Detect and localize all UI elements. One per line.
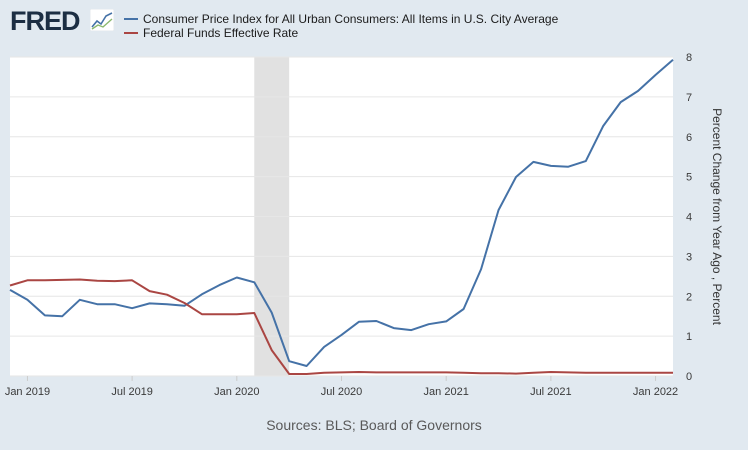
fred-logo: FRED [10, 6, 80, 36]
series-line-cpi [9, 59, 674, 367]
y-axis-title: Percent Change from Year Ago , Percent [710, 108, 724, 325]
y-tick-label: 7 [686, 92, 692, 104]
legend-label-fedfunds: Federal Funds Effective Rate [143, 26, 299, 40]
y-tick-label: 4 [686, 212, 692, 224]
source-note: Sources: BLS; Board of Governors [266, 417, 482, 433]
x-tick-label: Jan 2019 [5, 386, 50, 398]
x-tick-label: Jan 2021 [424, 386, 469, 398]
legend-swatch-cpi [124, 18, 138, 20]
legend-item-cpi[interactable]: Consumer Price Index for All Urban Consu… [124, 12, 558, 26]
fred-logo-chart-icon [90, 9, 114, 31]
x-tick-label: Jul 2019 [111, 386, 153, 398]
x-tick-label: Jul 2021 [530, 386, 572, 398]
y-tick-label: 0 [686, 371, 692, 383]
y-tick-label: 6 [686, 132, 692, 144]
legend-swatch-fedfunds [124, 32, 138, 34]
x-tick-label: Jan 2022 [633, 386, 678, 398]
y-tick-label: 8 [686, 52, 692, 64]
legend-item-fedfunds[interactable]: Federal Funds Effective Rate [124, 26, 298, 40]
legend-label-cpi: Consumer Price Index for All Urban Consu… [143, 12, 559, 26]
y-tick-label: 3 [686, 251, 692, 263]
y-tick-label: 2 [686, 291, 692, 303]
series-line-fedfunds [9, 278, 673, 375]
y-tick-label: 5 [686, 172, 692, 184]
x-tick-label: Jan 2020 [214, 386, 259, 398]
y-tick-label: 1 [686, 331, 692, 343]
x-tick-label: Jul 2020 [321, 386, 363, 398]
